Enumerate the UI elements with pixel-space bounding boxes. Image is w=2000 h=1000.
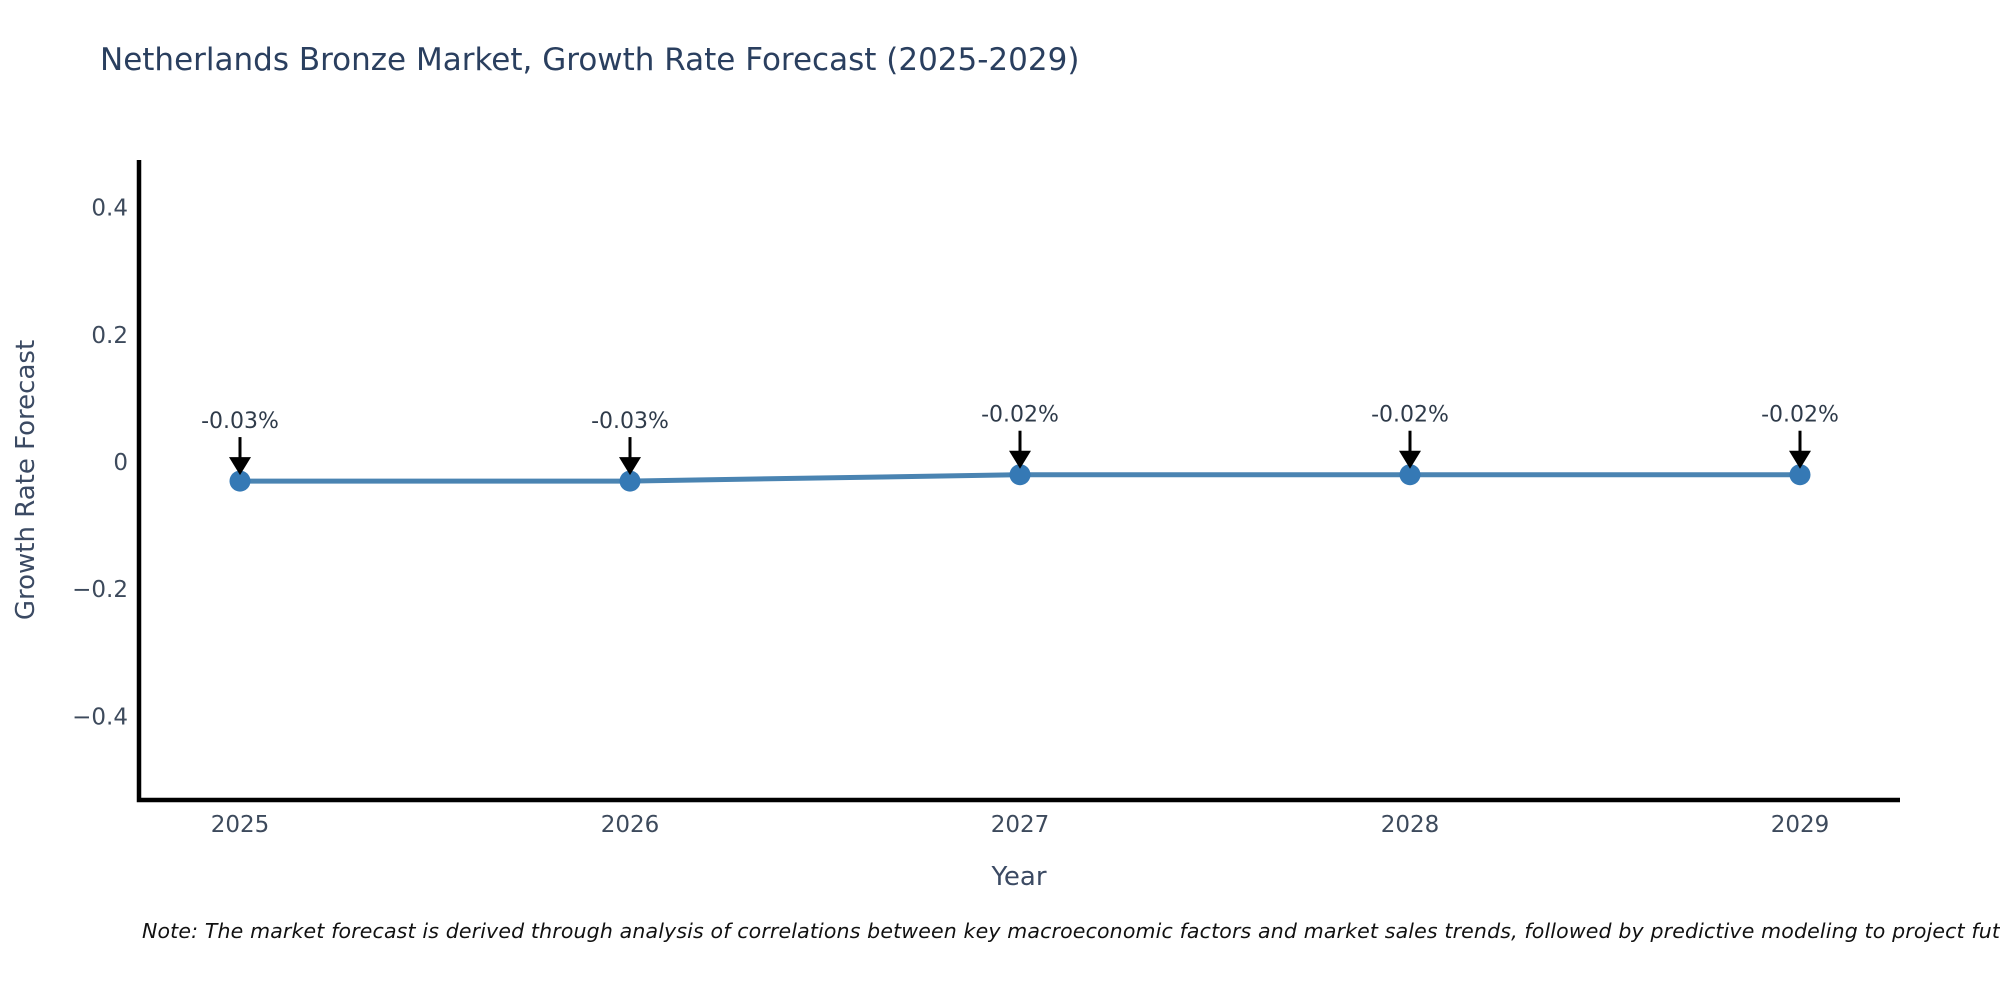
x-tick-label: 2025 [211,812,270,838]
data-point-marker [1399,464,1421,486]
y-tick-label: 0 [113,450,128,476]
y-tick-label: 0.4 [91,196,128,222]
annotation-arrow-head [1399,450,1421,469]
annotation-label: -0.02% [1371,403,1449,428]
data-point-marker [1789,464,1811,486]
data-point-marker [619,470,641,492]
annotation-arrow-head [1009,450,1031,469]
annotation-label: -0.02% [981,403,1059,428]
x-tick-label: 2027 [991,812,1050,838]
x-tick-label: 2029 [1771,812,1830,838]
annotation-arrow-head [1789,450,1811,469]
annotation-label: -0.03% [201,409,279,434]
x-axis-title: Year [991,862,1047,892]
annotation-label: -0.03% [591,409,669,434]
data-point-marker [229,470,251,492]
chart-title: Netherlands Bronze Market, Growth Rate F… [100,42,1080,78]
annotation-arrow-head [619,457,641,476]
x-tick-label: 2028 [1381,812,1440,838]
y-tick-label: −0.4 [72,704,128,730]
axis-lines [136,160,1900,803]
y-tick-label: 0.2 [91,323,128,349]
footnote: Note: The market forecast is derived thr… [142,919,2000,943]
annotation-label: -0.02% [1761,403,1839,428]
y-tick-label: −0.2 [72,577,128,603]
data-point-marker [1009,464,1031,486]
x-tick-label: 2026 [601,812,660,838]
annotation-arrow-head [229,457,251,476]
